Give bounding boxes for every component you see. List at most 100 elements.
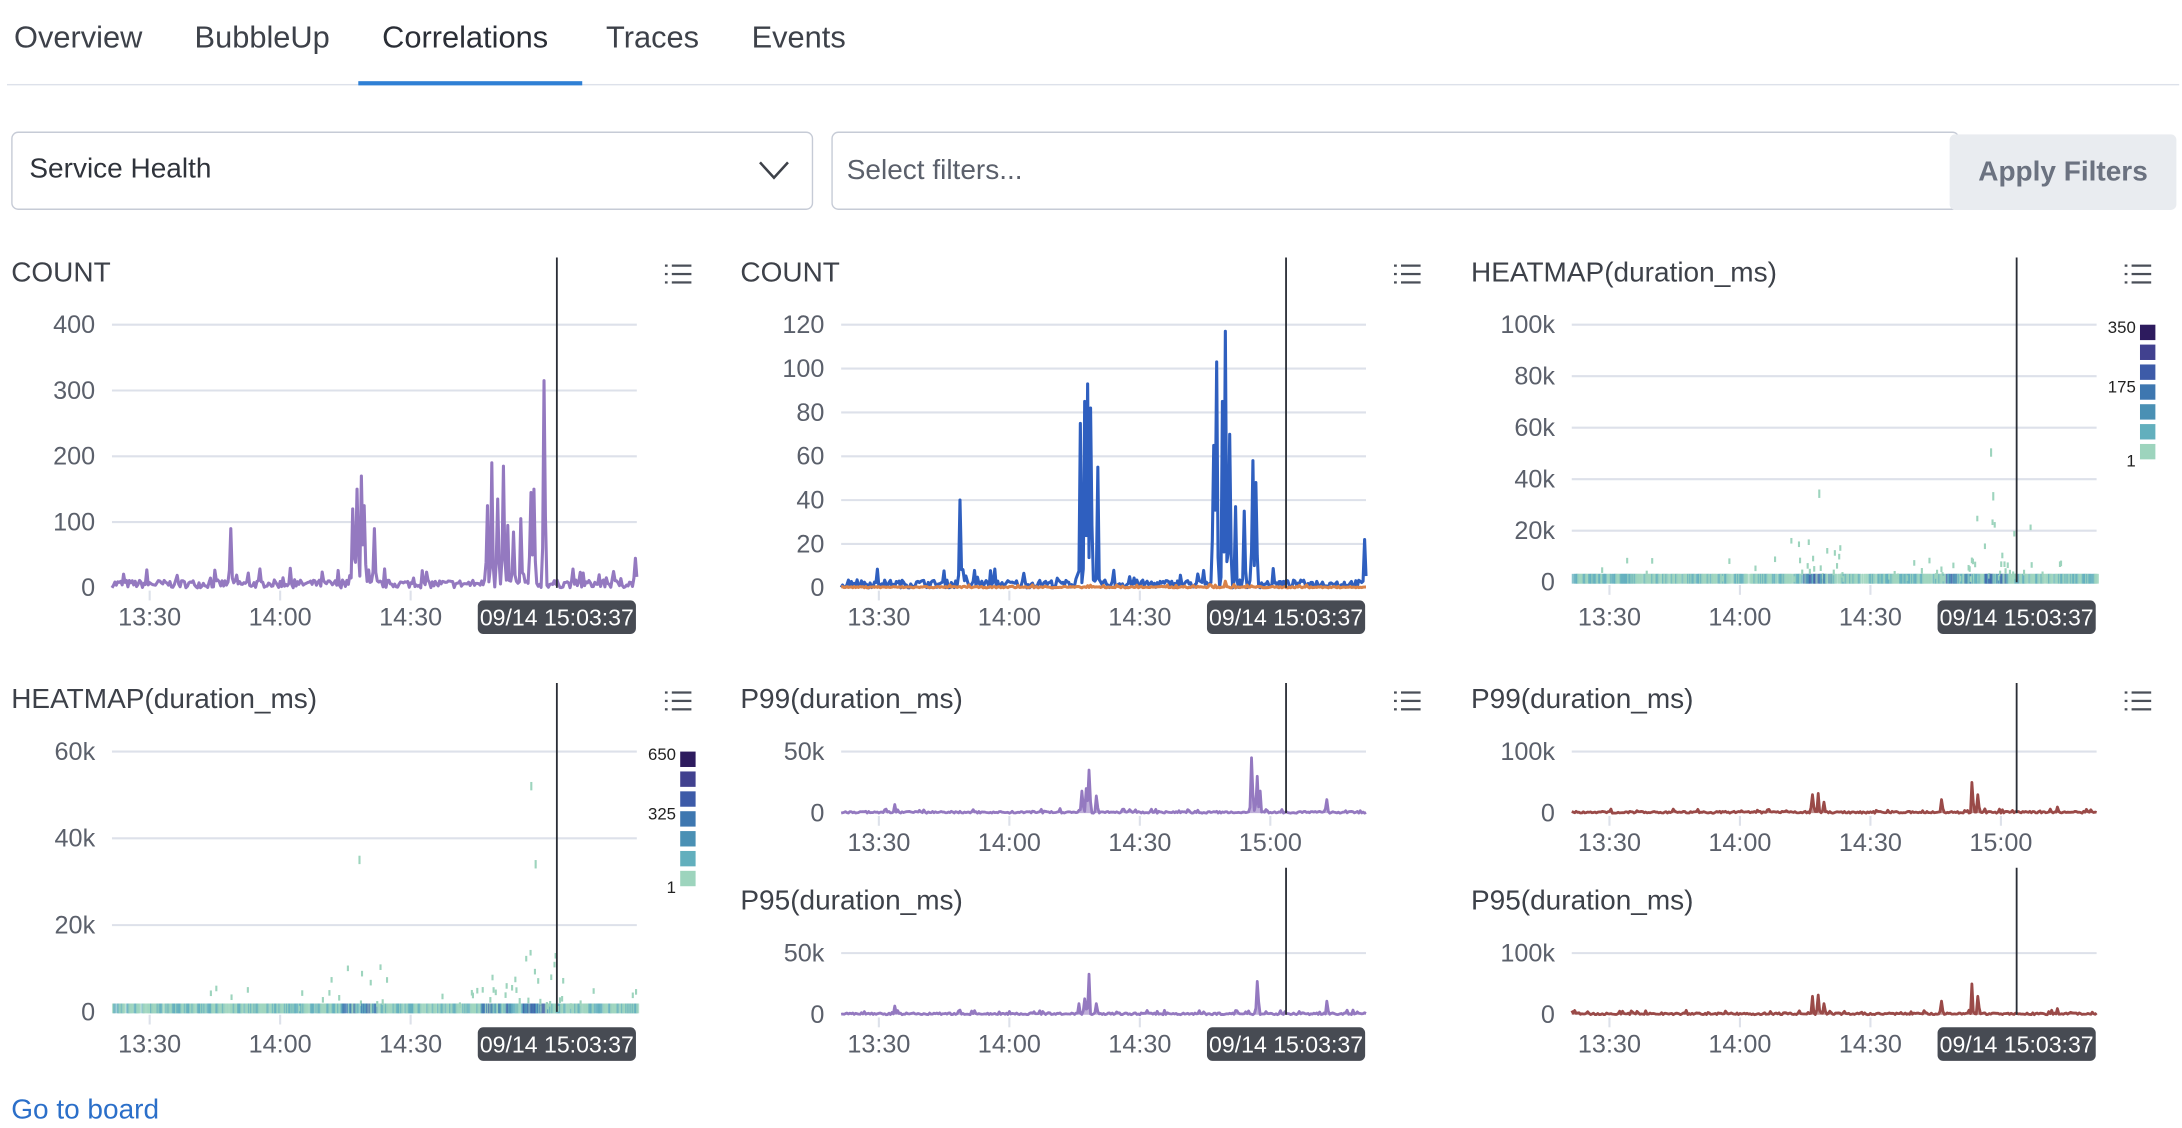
heatmap-cell — [518, 1003, 522, 1014]
heatmap-cell — [2042, 573, 2046, 584]
x-tick-label: 14:30 — [1108, 604, 1171, 632]
heatmap-cell — [1835, 573, 1840, 584]
y-tick-label: 40 — [796, 487, 824, 515]
y-tick-label: 0 — [810, 800, 824, 828]
heatmap-cell — [1730, 573, 1734, 584]
heatmap-cell — [1977, 575, 1980, 582]
x-tick-label: 14:30 — [1839, 604, 1902, 632]
heatmap-cell — [579, 1000, 582, 1006]
y-tick-label: 0 — [810, 1001, 824, 1029]
heatmap-legend-swatch — [680, 751, 696, 767]
y-tick-label: 0 — [81, 574, 95, 602]
tab-overview[interactable]: Overview — [13, 19, 143, 55]
heatmap-cell — [1813, 566, 1816, 572]
heatmap-cell — [1969, 576, 1972, 582]
heatmap-cell — [226, 1003, 230, 1014]
heatmap-cell — [383, 1006, 386, 1012]
y-tick-label: 0 — [810, 574, 824, 602]
y-tick-label: 100k — [1500, 940, 1555, 968]
heatmap-cell — [1906, 575, 1909, 581]
tab-events[interactable]: Events — [751, 19, 846, 55]
heatmap-cell — [159, 1003, 163, 1014]
list-icon[interactable] — [664, 263, 693, 285]
heatmap-cell — [1808, 573, 1812, 584]
board-select-value: Service Health — [29, 153, 212, 185]
panel-title: COUNT — [11, 257, 111, 289]
heatmap-cell — [489, 997, 492, 1003]
y-tick-label: 120 — [782, 311, 824, 339]
heatmap-cell — [636, 1003, 640, 1014]
list-icon[interactable] — [2124, 690, 2153, 712]
heatmap-cell — [561, 996, 564, 1002]
series-area — [1571, 983, 2097, 1015]
heatmap-cell — [330, 977, 333, 983]
tab-traces[interactable]: Traces — [606, 19, 699, 55]
list-icon[interactable] — [1394, 690, 1422, 712]
heatmap-cell — [569, 1003, 572, 1009]
heatmap-legend-label: 350 — [2108, 318, 2136, 337]
y-tick-label: 60 — [796, 443, 824, 471]
heatmap-cell — [482, 1003, 486, 1014]
heatmap-cell — [193, 1003, 197, 1014]
go-to-board-link[interactable]: Go to board — [11, 1094, 160, 1126]
heatmap-cell — [1571, 573, 1575, 584]
heatmap-cell — [2019, 574, 2022, 581]
heatmap-cell — [1857, 573, 1861, 584]
heatmap-cell — [2095, 573, 2099, 584]
heatmap-cell — [1740, 573, 1744, 584]
heatmap-cell — [338, 995, 341, 1001]
heatmap-cell — [2059, 560, 2063, 567]
heatmap-cell — [1728, 573, 1732, 584]
panel-title: COUNT — [740, 257, 840, 289]
filter-input[interactable] — [831, 131, 1960, 210]
tab-correlations[interactable]: Correlations — [382, 19, 549, 55]
y-tick-label: 40k — [55, 825, 96, 853]
heatmap-cell — [1893, 570, 1896, 577]
cursor-tooltip-label: 09/14 15:03:37 — [1209, 605, 1363, 631]
heatmap-cell — [1812, 555, 1815, 562]
heatmap-cell — [558, 997, 561, 1003]
heatmap-legend-swatch — [2139, 384, 2156, 400]
list-icon[interactable] — [664, 690, 693, 712]
cursor-tooltip — [1937, 600, 2096, 635]
tab-bubbleup[interactable]: BubbleUp — [194, 19, 330, 55]
heatmap-cell — [1833, 550, 1836, 556]
x-tick-label: 13:30 — [1578, 1030, 1641, 1058]
heatmap-cell — [1801, 569, 1804, 576]
heatmap-cell — [1728, 558, 1731, 564]
heatmap-cell — [1601, 567, 1604, 573]
apply-filters-button[interactable]: Apply Filters — [1949, 134, 2177, 210]
heatmap-cell — [545, 1002, 548, 1008]
heatmap-cell — [511, 984, 514, 991]
heatmap-cell — [1819, 565, 1822, 571]
x-tick-label: 13:30 — [1578, 829, 1641, 857]
y-tick-label: 100 — [782, 355, 824, 383]
panel-title: P99(duration_ms) — [740, 684, 963, 716]
heatmap-cell — [143, 1003, 147, 1014]
heatmap-cell — [441, 993, 444, 1000]
heatmap-cell — [599, 1003, 603, 1014]
heatmap-cell — [476, 987, 479, 994]
y-tick-label: 100k — [1500, 738, 1555, 766]
heatmap-cell — [359, 1000, 362, 1007]
y-tick-label: 80k — [1514, 363, 1555, 391]
chevron-down-icon — [759, 161, 789, 180]
heatmap-cell — [1609, 573, 1613, 584]
heatmap-cell — [2014, 573, 2017, 580]
heatmap-cell — [342, 1003, 346, 1014]
board-select-dropdown[interactable]: Service Health — [11, 131, 814, 210]
heatmap-cell — [1974, 561, 1977, 568]
list-icon[interactable] — [1394, 263, 1422, 285]
heatmap-cell — [1818, 489, 1821, 498]
heatmap-cell — [529, 949, 532, 956]
list-icon[interactable] — [2124, 263, 2153, 285]
